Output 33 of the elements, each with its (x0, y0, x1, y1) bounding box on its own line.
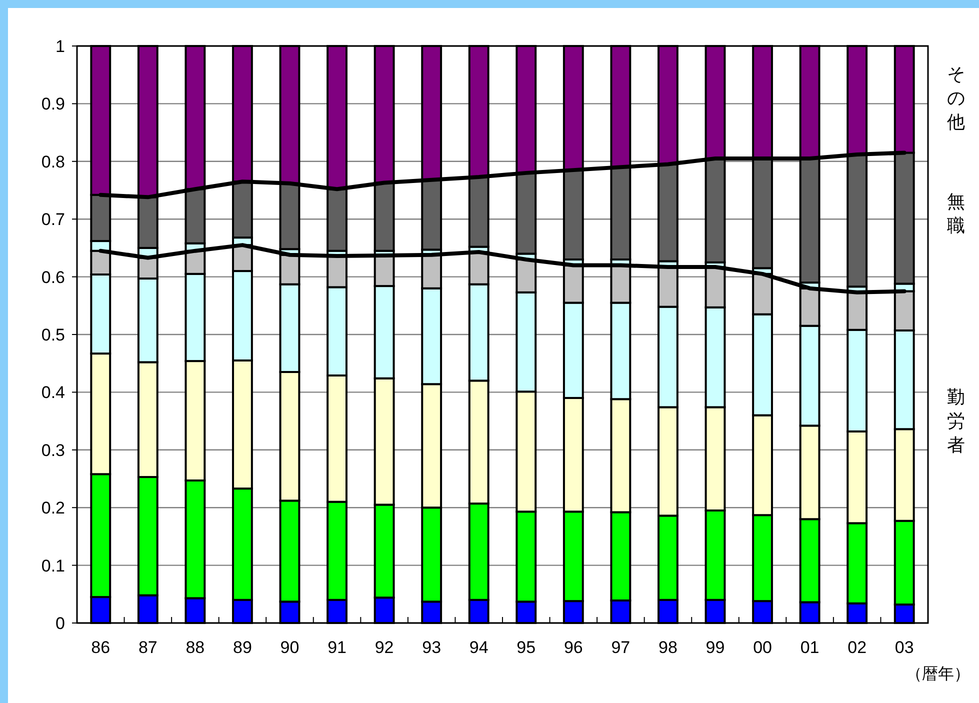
x-tick-label: 92 (374, 638, 394, 657)
text: 無職 (947, 191, 965, 236)
y-tick-label: 0.9 (41, 94, 65, 114)
x-tick-label: 96 (564, 638, 583, 657)
x-tick-label: 99 (706, 638, 725, 657)
x-tick-label: 87 (138, 638, 158, 657)
y-tick-label: 0.1 (41, 556, 65, 576)
y-tick-label: 0.2 (41, 498, 65, 518)
y-tick-label: 0.8 (41, 152, 65, 172)
x-tick-label: 94 (469, 638, 488, 657)
y-tick-label: 0.3 (41, 440, 65, 460)
text: その他 (947, 64, 965, 132)
y-tick-label: 0.4 (41, 383, 65, 402)
y-tick-label: 0.5 (41, 326, 65, 344)
x-axis-title: （暦年） (906, 666, 970, 683)
x-tick-label: 95 (516, 638, 536, 657)
x-tick-label: 89 (233, 638, 252, 657)
y-tick-label: 0 (56, 614, 65, 633)
x-tick-label: 90 (280, 638, 300, 657)
y-tick-label: 1 (56, 37, 65, 56)
x-tick-label: 97 (611, 638, 630, 657)
x-tick-label: 98 (658, 638, 678, 657)
y-tick-label: 0.7 (41, 210, 65, 230)
x-tick-label: 93 (422, 638, 442, 657)
x-tick-label: 86 (91, 638, 110, 657)
x-tick-label: 88 (186, 638, 205, 657)
x-tick-label: 00 (753, 638, 772, 657)
x-tick-label: 01 (800, 638, 820, 657)
x-tick-label: 03 (894, 638, 914, 657)
x-tick-label: 91 (328, 638, 346, 657)
x-tick-label: 02 (848, 638, 867, 657)
text: 勤労者 (947, 387, 965, 456)
y-tick-label: 0.6 (41, 268, 65, 287)
